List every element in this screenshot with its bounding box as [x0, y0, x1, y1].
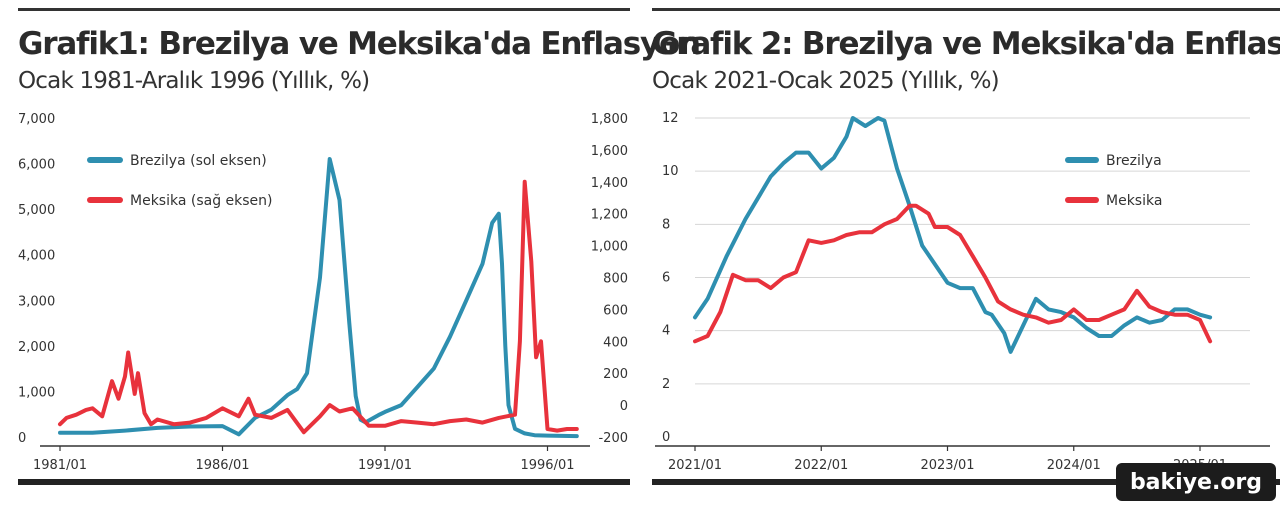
- top-rule: [652, 8, 1280, 11]
- chart-panel-2: Grafik 2: Brezilya ve Meksika'da Enflasy…: [640, 0, 1280, 505]
- series-line-meksika: [693, 203, 1213, 344]
- bottom-rule: [18, 479, 630, 485]
- bottom-rule: [652, 479, 1280, 485]
- y-tick-label: 8: [662, 217, 670, 232]
- x-tick-label: 2022/01: [794, 458, 848, 473]
- chart-title: Grafik1: Brezilya ve Meksika'da Enflasyo…: [18, 26, 701, 62]
- legend-label: Meksika (sağ eksen): [130, 193, 273, 209]
- y-left-tick-label: 5,000: [18, 203, 55, 218]
- chart-panel-1: Grafik1: Brezilya ve Meksika'da Enflasyo…: [18, 8, 701, 485]
- y-right-tick-label: 400: [603, 335, 628, 350]
- series-line-brezilya: [693, 116, 1213, 354]
- y-right-tick-label: 200: [603, 367, 628, 382]
- y-tick-label: 2: [662, 377, 670, 392]
- y-tick-label: 10: [662, 164, 679, 179]
- chart-2-plot: 0246810122021/012022/012023/012024/01202…: [655, 111, 1270, 473]
- x-tick-label: 1996/01: [520, 458, 574, 473]
- x-tick-label: 2024/01: [1047, 458, 1101, 473]
- y-tick-label: 4: [662, 324, 670, 339]
- chart-title: Grafik 2: Brezilya ve Meksika'da Enflasy…: [652, 26, 1280, 62]
- series-line-brezilya: [58, 157, 579, 439]
- y-right-tick-label: -200: [598, 431, 628, 446]
- y-tick-label: 6: [662, 271, 670, 286]
- legend-label: Meksika: [1106, 193, 1162, 209]
- chart-1-plot: 0 1,000 2,000 3,000 4,000 5,000 6,000 7,000 -200…: [18, 112, 628, 473]
- x-tick-label: 1981/01: [33, 458, 87, 473]
- x-tick-label: 1991/01: [358, 458, 412, 473]
- y-right-tick-label: 1,800: [591, 112, 628, 127]
- x-tick-label: 1986/01: [195, 458, 249, 473]
- y-tick-label: 12: [662, 111, 679, 126]
- y-left-tick-label: 0: [18, 431, 26, 446]
- y-left-tick-label: 6,000: [18, 158, 55, 173]
- y-left-tick-label: 1,000: [18, 385, 55, 400]
- y-right-tick-label: 600: [603, 303, 628, 318]
- y-right-tick-label: 800: [603, 272, 628, 287]
- chart-subtitle: Ocak 1981-Aralık 1996 (Yıllık, %): [18, 68, 370, 94]
- y-right-tick-label: 1,400: [591, 176, 628, 191]
- legend-label: Brezilya: [1106, 153, 1162, 169]
- chart-subtitle: Ocak 2021-Ocak 2025 (Yıllık, %): [652, 68, 1000, 94]
- y-right-tick-label: 1,600: [591, 144, 628, 159]
- x-tick-label: 2023/01: [920, 458, 974, 473]
- series-line-meksika: [58, 179, 579, 435]
- legend-label: Brezilya (sol eksen): [130, 153, 267, 169]
- y-left-tick-label: 4,000: [18, 249, 55, 264]
- y-tick-label: 0: [662, 430, 670, 445]
- y-left-tick-label: 7,000: [18, 112, 55, 127]
- top-rule: [18, 8, 630, 11]
- x-tick-label: 2021/01: [668, 458, 722, 473]
- y-right-tick-label: 1,000: [591, 240, 628, 255]
- y-right-tick-label: 0: [620, 399, 628, 414]
- watermark-logo: bakiye.org: [1116, 463, 1276, 501]
- y-right-tick-label: 1,200: [591, 208, 628, 223]
- y-left-tick-label: 3,000: [18, 294, 55, 309]
- y-left-tick-label: 2,000: [18, 340, 55, 355]
